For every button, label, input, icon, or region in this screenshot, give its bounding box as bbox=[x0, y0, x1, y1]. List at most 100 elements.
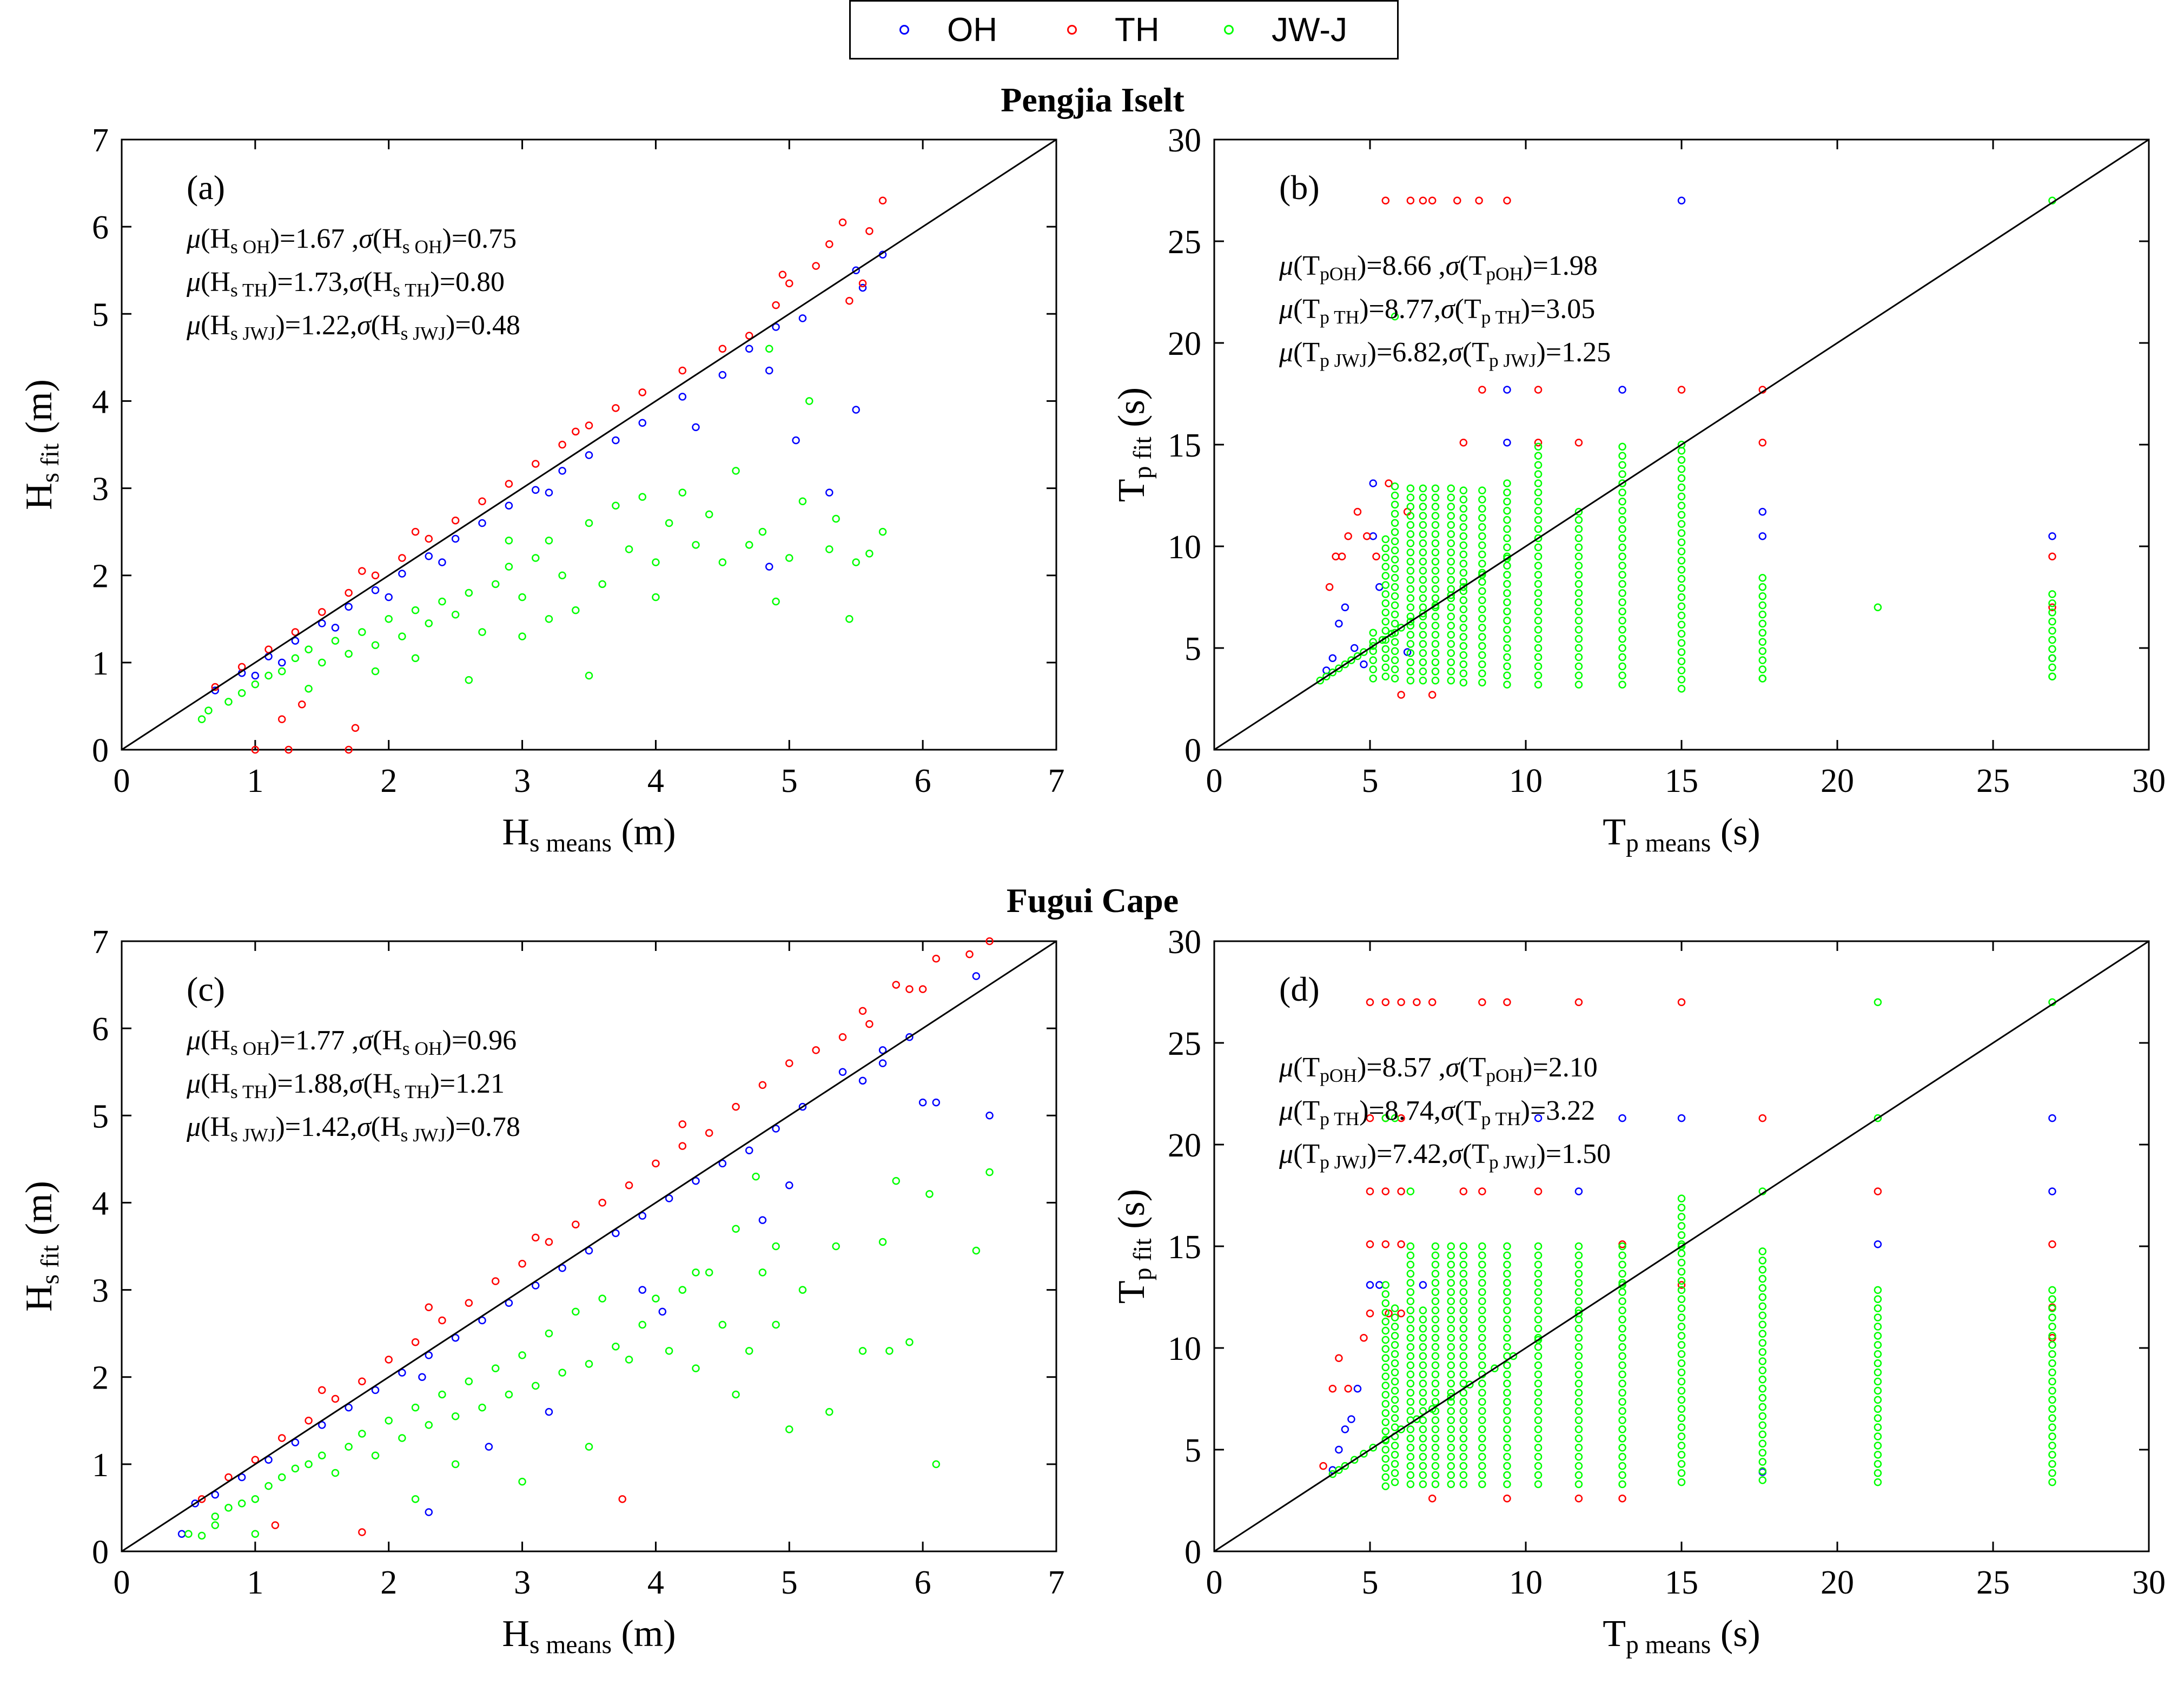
data-point bbox=[1391, 546, 1399, 554]
data-point bbox=[1574, 1462, 1583, 1470]
data-point bbox=[277, 715, 286, 723]
data-point bbox=[1353, 652, 1362, 660]
data-point bbox=[1459, 669, 1468, 678]
data-point bbox=[251, 671, 260, 680]
data-point bbox=[852, 266, 860, 274]
data-point bbox=[1677, 676, 1686, 684]
data-point bbox=[398, 554, 406, 562]
data-point bbox=[1459, 1407, 1468, 1415]
data-point bbox=[277, 1473, 286, 1482]
data-point bbox=[1419, 1370, 1427, 1379]
data-point bbox=[932, 1098, 941, 1107]
data-point bbox=[438, 558, 446, 566]
data-point bbox=[2048, 663, 2056, 671]
data-point bbox=[1335, 664, 1343, 672]
data-point bbox=[1406, 1370, 1415, 1379]
data-point bbox=[1381, 553, 1390, 561]
stats-line-part: σ bbox=[1441, 294, 1456, 325]
data-point bbox=[1406, 1316, 1415, 1324]
data-point bbox=[1406, 1270, 1415, 1278]
data-point bbox=[1406, 1260, 1415, 1269]
data-point bbox=[638, 1320, 646, 1329]
x-tick-label: 7 bbox=[1048, 763, 1065, 799]
stats-line-part: (H bbox=[363, 1068, 393, 1099]
data-point bbox=[1574, 680, 1583, 689]
data-point bbox=[785, 1059, 793, 1067]
data-point bbox=[1618, 1407, 1626, 1415]
data-point bbox=[1447, 1288, 1455, 1296]
data-point bbox=[1391, 1478, 1399, 1486]
data-point bbox=[1618, 1494, 1626, 1503]
x-axis-label-part: H bbox=[502, 1613, 530, 1655]
data-point bbox=[1758, 1403, 1767, 1411]
data-point bbox=[1503, 671, 1511, 680]
data-point bbox=[858, 1007, 867, 1015]
data-point bbox=[1503, 438, 1511, 447]
data-point bbox=[1447, 1260, 1455, 1269]
data-point bbox=[1503, 1270, 1511, 1278]
data-point bbox=[1618, 525, 1626, 533]
data-point bbox=[852, 558, 860, 566]
data-point bbox=[518, 1351, 526, 1359]
x-tick-label: 4 bbox=[647, 1564, 664, 1601]
data-point bbox=[197, 1531, 206, 1540]
data-point bbox=[1391, 1386, 1399, 1395]
data-point bbox=[1618, 634, 1626, 643]
data-point bbox=[1534, 1297, 1543, 1305]
data-point bbox=[1366, 1240, 1374, 1248]
data-point bbox=[798, 1286, 807, 1294]
data-point bbox=[1369, 647, 1378, 655]
data-point bbox=[838, 218, 847, 227]
data-point bbox=[411, 527, 420, 536]
data-point bbox=[1431, 640, 1440, 648]
data-point bbox=[1419, 1316, 1427, 1324]
data-point bbox=[792, 436, 800, 445]
data-point bbox=[1419, 512, 1427, 520]
data-point bbox=[692, 541, 700, 549]
data-point bbox=[1509, 1352, 1518, 1360]
data-point bbox=[885, 1347, 894, 1355]
x-axis-label-part: T bbox=[1603, 811, 1626, 853]
data-point bbox=[1677, 557, 1686, 565]
data-point bbox=[732, 1390, 740, 1399]
data-point bbox=[1428, 1494, 1437, 1503]
data-point bbox=[1478, 1343, 1486, 1351]
data-point bbox=[1758, 1114, 1767, 1122]
data-point bbox=[1618, 1281, 1626, 1289]
data-point bbox=[1618, 571, 1626, 579]
y-tick-label: 5 bbox=[92, 1098, 109, 1135]
stats-line-part: )=0.78 bbox=[446, 1112, 520, 1142]
data-point bbox=[1503, 998, 1511, 1007]
data-point bbox=[1391, 619, 1399, 628]
data-point bbox=[1758, 1458, 1767, 1466]
data-point bbox=[1419, 1480, 1427, 1489]
stats-line-part: μ bbox=[1279, 337, 1293, 368]
data-point bbox=[1431, 622, 1440, 630]
data-point bbox=[1478, 571, 1486, 579]
data-point bbox=[251, 1495, 260, 1503]
data-point bbox=[1574, 1452, 1583, 1461]
data-point bbox=[1618, 1270, 1626, 1278]
data-point bbox=[1431, 512, 1440, 520]
data-point bbox=[1677, 1469, 1686, 1477]
data-point bbox=[1758, 438, 1767, 447]
x-axis-label-part: (s) bbox=[1711, 811, 1760, 853]
data-point bbox=[1391, 1460, 1399, 1468]
data-point bbox=[1406, 1297, 1415, 1305]
data-point bbox=[1341, 1425, 1349, 1433]
data-point bbox=[1431, 1416, 1440, 1424]
data-point bbox=[1431, 1242, 1440, 1251]
data-point bbox=[1431, 1325, 1440, 1333]
data-point bbox=[1459, 486, 1468, 494]
data-point bbox=[2048, 1451, 2056, 1459]
data-point bbox=[1534, 1443, 1543, 1452]
stats-line-part: pOH bbox=[1486, 1065, 1523, 1086]
data-point bbox=[1503, 625, 1511, 634]
data-point bbox=[1534, 461, 1543, 469]
data-point bbox=[1381, 1427, 1390, 1436]
data-point bbox=[1406, 539, 1415, 547]
data-point bbox=[1478, 1352, 1486, 1360]
data-point bbox=[1406, 585, 1415, 593]
data-point bbox=[478, 497, 486, 505]
data-point bbox=[1419, 640, 1427, 648]
